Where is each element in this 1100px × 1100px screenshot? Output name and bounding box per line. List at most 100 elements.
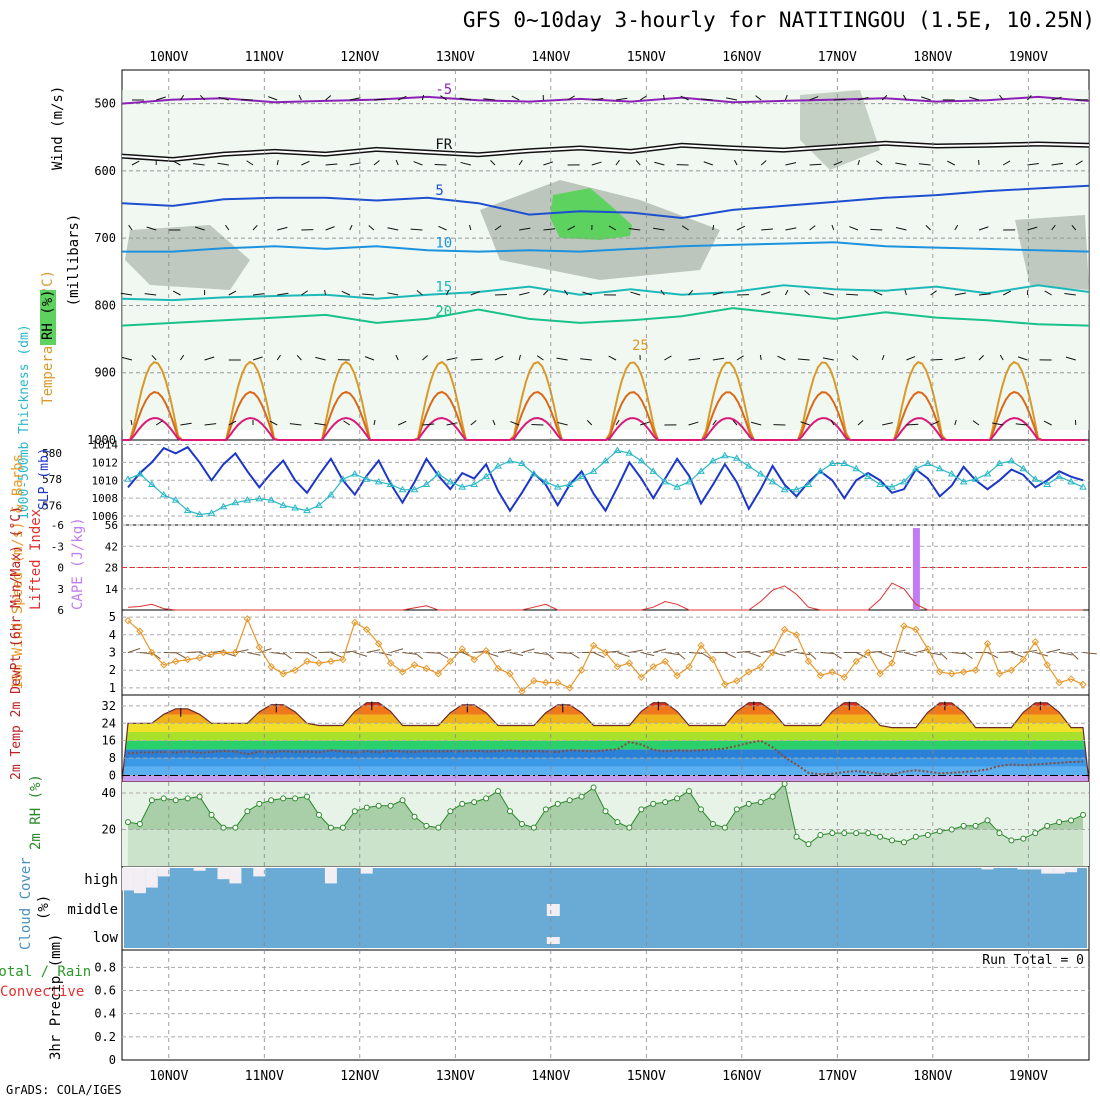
wind-barb: [146, 226, 157, 231]
wind-barb: [373, 160, 380, 166]
temp-tick-label: 24: [102, 716, 116, 730]
wind-speed-point: [1007, 666, 1016, 674]
wind-barb: [296, 354, 302, 361]
wind-barb: [349, 97, 361, 101]
temp-band: [122, 775, 1089, 782]
rh-point: [339, 824, 346, 831]
top-date-label: 19NOV: [1009, 50, 1048, 65]
wind-speed-point: [625, 659, 634, 667]
wind-barb: [151, 354, 157, 361]
wind-speed-point: [494, 664, 502, 673]
wind-speed-point: [637, 673, 646, 681]
wind-barb: [521, 648, 535, 653]
wind-barb: [681, 225, 689, 231]
wind-barb: [939, 652, 948, 660]
wind-barb: [857, 97, 869, 101]
cloud-background: [124, 868, 1087, 948]
thickness-point: [601, 456, 610, 464]
cloud-high-bar: [1017, 868, 1030, 870]
slp-axis-label: SLP (mb): [37, 447, 52, 510]
rh-point: [817, 831, 824, 838]
rh-point: [542, 806, 549, 813]
slp-line: [127, 445, 1084, 513]
wind-barb: [259, 648, 272, 653]
wind-speed-point: [1031, 638, 1039, 646]
wind-barb: [629, 649, 643, 653]
wind-speed-point: [721, 680, 729, 689]
wind-speed-point: [506, 670, 514, 678]
wind-barb: [732, 419, 738, 426]
rh-point: [757, 799, 764, 806]
rh-point: [972, 822, 979, 829]
wind-barb: [580, 358, 592, 361]
rh-point: [948, 826, 955, 833]
wind-barb: [217, 162, 229, 166]
wind-barb: [630, 291, 641, 296]
wind-speed-point: [768, 648, 777, 657]
rh-point: [924, 831, 931, 838]
rh-point: [351, 808, 358, 815]
wind-barb: [712, 224, 715, 231]
wind-barb: [349, 162, 361, 166]
wind-barb: [712, 291, 723, 296]
wind-barb: [755, 95, 762, 101]
thickness-point: [219, 502, 228, 510]
contour-label: 20: [435, 304, 452, 320]
wind-speed-point: [136, 627, 144, 635]
temp-band: [122, 758, 1089, 767]
wind-barb: [289, 423, 302, 426]
wind-speed-point: [1067, 675, 1075, 683]
thickness-point: [171, 496, 180, 503]
wind-barb: [736, 650, 751, 653]
wind-barb: [373, 419, 376, 426]
thickness-point: [434, 470, 443, 477]
thickness-point: [983, 470, 992, 477]
wind-barb: [809, 225, 816, 231]
wind-barb: [518, 354, 521, 361]
wind10m-panel: 5 4 3 2 1 10m Wind Speed (m/s) & Barbs: [10, 454, 1097, 696]
wind-barb: [832, 652, 842, 659]
wind-barb: [881, 354, 885, 361]
thickness-point: [947, 470, 956, 477]
rh-point: [399, 797, 406, 804]
rh-point: [900, 839, 907, 846]
wind-speed-point: [267, 662, 275, 671]
wind-barb: [519, 291, 530, 296]
wind-barb: [228, 420, 237, 426]
cape-tick-label: 42: [105, 540, 118, 553]
thickness-point: [625, 449, 634, 456]
wind-barb: [545, 652, 555, 660]
wind-barb: [314, 422, 326, 426]
rh-point: [841, 830, 848, 837]
rh-point: [232, 824, 239, 831]
slp-tick-label: 1010: [92, 474, 119, 487]
temperature-contour: [121, 95, 1090, 105]
wind-barb: [325, 95, 332, 101]
wind-barb: [252, 356, 263, 361]
wind-barb: [395, 159, 399, 166]
rh-point: [674, 795, 681, 802]
lifted-index-line: [127, 582, 1083, 611]
wind-barb: [615, 97, 628, 101]
temp-band: [122, 749, 1089, 759]
wind-speed-point: [780, 625, 789, 634]
slp-thickness-panel: 101410121010100810065805785761000-500mb …: [17, 324, 1089, 523]
wind-barb: [368, 225, 375, 231]
wind-barb: [653, 648, 666, 653]
wind-barb: [831, 224, 835, 231]
rh-shading: [1015, 215, 1089, 290]
wind-barb: [130, 419, 133, 426]
wind-barb: [906, 423, 919, 426]
wind-barb: [759, 354, 762, 361]
thickness-point: [876, 480, 884, 487]
wind-barb: [999, 354, 1004, 361]
thickness-point: [327, 490, 335, 498]
wind-tick-label: 3: [109, 646, 116, 660]
dewpoint-line: [127, 739, 1084, 776]
rh-point: [423, 822, 430, 829]
top-date-label: 10NOV: [149, 50, 188, 65]
wind-barb: [688, 289, 694, 296]
ylabel-millibars: (millibars): [66, 214, 82, 307]
wind-speed-point: [434, 670, 443, 678]
thickness-point: [744, 462, 753, 469]
